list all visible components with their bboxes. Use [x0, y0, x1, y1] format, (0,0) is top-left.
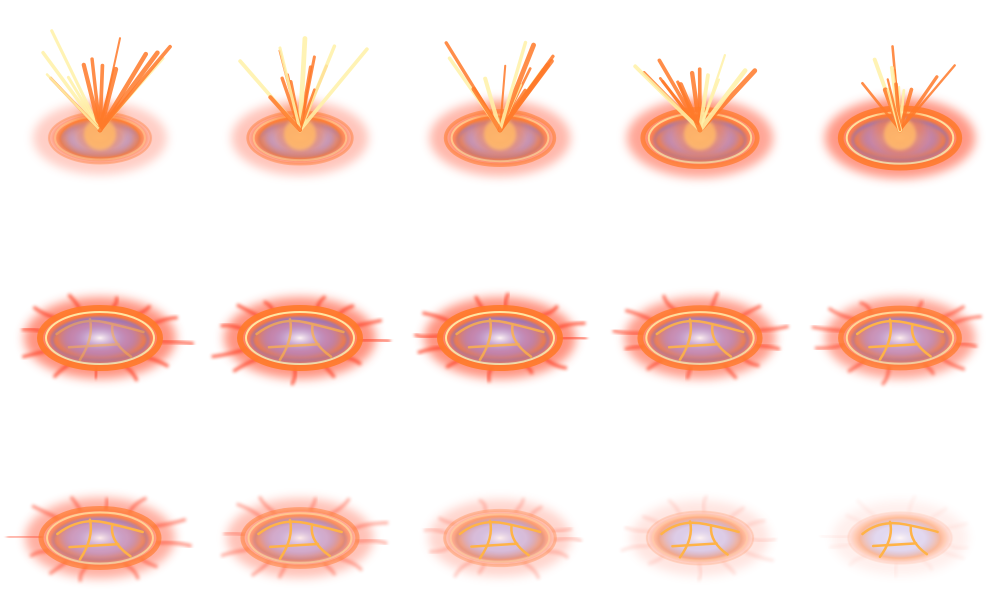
arcane-ring — [455, 519, 545, 561]
inner-ring — [645, 311, 755, 365]
inner-ring — [247, 512, 353, 564]
ground-cracks — [458, 519, 542, 560]
fire-ring — [838, 305, 962, 371]
sprite-frame-10 — [800, 200, 1000, 400]
ground-cracks — [255, 318, 345, 361]
fire-ring — [38, 505, 162, 571]
inner-ring — [845, 311, 955, 365]
impact-disc — [39, 507, 161, 569]
ground-cracks — [257, 518, 343, 561]
ground-cracks — [855, 318, 945, 361]
effect-graphic — [33, 29, 172, 175]
effect-graphic — [429, 40, 571, 177]
fire-burst — [633, 54, 758, 156]
fire-ring — [240, 507, 360, 569]
flame-tendril — [6, 535, 43, 539]
sprite-frame-8 — [400, 200, 600, 400]
sprite-frame-2 — [200, 0, 400, 200]
ground-cracks — [455, 318, 545, 361]
effect-graphic — [626, 54, 774, 178]
inner-ring — [445, 311, 555, 365]
inner-ring — [853, 515, 947, 561]
inner-ring — [245, 311, 355, 365]
fire-burst — [444, 40, 555, 156]
flame-tendril — [701, 495, 709, 513]
flame-tendril — [358, 338, 391, 343]
flame-tendril — [721, 560, 737, 576]
fire-ring — [37, 305, 163, 371]
sprite-frame-1 — [0, 0, 200, 200]
ground-cracks — [660, 520, 740, 559]
flame-tendril — [907, 494, 917, 514]
ground-cracks — [861, 520, 939, 559]
effect-graphic — [620, 495, 777, 582]
sprite-frame-14 — [600, 400, 800, 600]
inner-ring — [449, 513, 551, 563]
arcane-ring — [650, 317, 750, 363]
fire-ring — [645, 510, 755, 566]
sprite-frame-11 — [0, 400, 200, 600]
fire-burst — [861, 45, 956, 156]
flame-tendril — [220, 548, 249, 558]
flame-tendril — [667, 498, 682, 515]
flame-tendril — [558, 336, 588, 341]
ground-cracks — [655, 318, 745, 361]
fire-ring — [847, 511, 953, 565]
effect-graphic — [820, 494, 969, 578]
flame-tendril — [820, 534, 850, 539]
effect-graphic — [423, 497, 583, 580]
flame-tendril — [236, 502, 263, 519]
flame-tendril — [696, 563, 703, 582]
fire-ring — [637, 305, 763, 371]
sprite-frame-4 — [600, 0, 800, 200]
arcane-ring — [51, 518, 149, 562]
fire-ring — [443, 508, 557, 568]
effect-graphic — [811, 297, 982, 386]
sprite-frame-15 — [800, 400, 1000, 600]
arcane-ring — [250, 317, 350, 363]
sprite-frame-12 — [200, 400, 400, 600]
sprite-frame-13 — [400, 400, 600, 600]
flame-tendril — [478, 498, 487, 512]
effect-graphic — [211, 295, 391, 386]
effect-graphic — [220, 495, 389, 579]
fire-burst — [238, 36, 369, 156]
effect-graphic — [231, 36, 369, 176]
effect-graphic — [824, 45, 976, 179]
inner-ring — [651, 514, 749, 562]
impact-disc — [442, 509, 558, 567]
flame-tendril — [554, 537, 583, 543]
impact-disc — [240, 508, 360, 568]
effect-graphic — [413, 292, 588, 383]
ground-cracks — [55, 318, 145, 361]
effect-graphic — [6, 495, 192, 582]
arcane-ring — [50, 317, 150, 363]
fire-burst — [41, 29, 172, 156]
flame-tendril — [309, 497, 317, 511]
sprite-frame-3 — [400, 0, 600, 200]
inner-ring — [45, 311, 155, 365]
sprite-frame-5 — [800, 0, 1000, 200]
effect-graphic — [21, 293, 194, 382]
flame-tendril — [514, 497, 525, 513]
effect-graphic — [612, 291, 789, 380]
ground-cracks — [56, 518, 144, 561]
arcane-ring — [450, 317, 550, 363]
sprite-frame-9 — [600, 200, 800, 400]
flame-tendril — [855, 498, 876, 518]
fire-ring — [237, 305, 363, 371]
sprite-frame-7 — [200, 200, 400, 400]
flame-tendril — [744, 550, 774, 562]
inner-ring — [46, 511, 154, 565]
fire-ring — [437, 305, 563, 371]
arcane-ring — [253, 518, 347, 562]
arcane-ring — [851, 317, 949, 363]
sprite-frame-6 — [0, 200, 200, 400]
